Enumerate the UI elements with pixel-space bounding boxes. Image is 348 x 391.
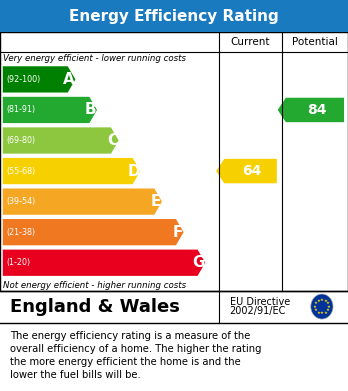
Text: B: B [85, 102, 97, 117]
Text: (81-91): (81-91) [6, 106, 35, 115]
Text: (21-38): (21-38) [6, 228, 35, 237]
Text: ★: ★ [317, 310, 321, 314]
Text: 2002/91/EC: 2002/91/EC [230, 306, 286, 316]
Text: C: C [107, 133, 118, 148]
Text: ★: ★ [317, 299, 321, 303]
Text: ★: ★ [320, 312, 324, 316]
Text: 84: 84 [307, 103, 326, 117]
Text: England & Wales: England & Wales [10, 298, 180, 316]
Text: ★: ★ [326, 301, 330, 305]
Text: Energy Efficiency Rating: Energy Efficiency Rating [69, 9, 279, 23]
Text: ★: ★ [314, 301, 318, 305]
Text: Current: Current [231, 37, 270, 47]
Text: ★: ★ [313, 305, 317, 308]
Text: 64: 64 [243, 164, 262, 178]
Text: E: E [150, 194, 161, 209]
Text: ★: ★ [320, 298, 324, 301]
Text: Not energy efficient - higher running costs: Not energy efficient - higher running co… [3, 280, 187, 290]
Text: ★: ★ [314, 308, 318, 312]
Text: Very energy efficient - lower running costs: Very energy efficient - lower running co… [3, 54, 187, 63]
Text: D: D [128, 163, 140, 179]
Text: (55-68): (55-68) [6, 167, 35, 176]
Text: G: G [193, 255, 205, 270]
Text: ★: ★ [326, 308, 330, 312]
Text: (92-100): (92-100) [6, 75, 40, 84]
Text: ★: ★ [323, 310, 327, 314]
Text: ★: ★ [327, 305, 331, 308]
Text: F: F [172, 225, 183, 240]
Text: The energy efficiency rating is a measure of the
overall efficiency of a home. T: The energy efficiency rating is a measur… [10, 331, 262, 380]
Text: (1-20): (1-20) [6, 258, 30, 267]
Text: (39-54): (39-54) [6, 197, 35, 206]
Text: A: A [63, 72, 75, 87]
Text: (69-80): (69-80) [6, 136, 35, 145]
Text: ★: ★ [323, 299, 327, 303]
Text: Potential: Potential [292, 37, 338, 47]
Text: EU Directive: EU Directive [230, 297, 290, 307]
